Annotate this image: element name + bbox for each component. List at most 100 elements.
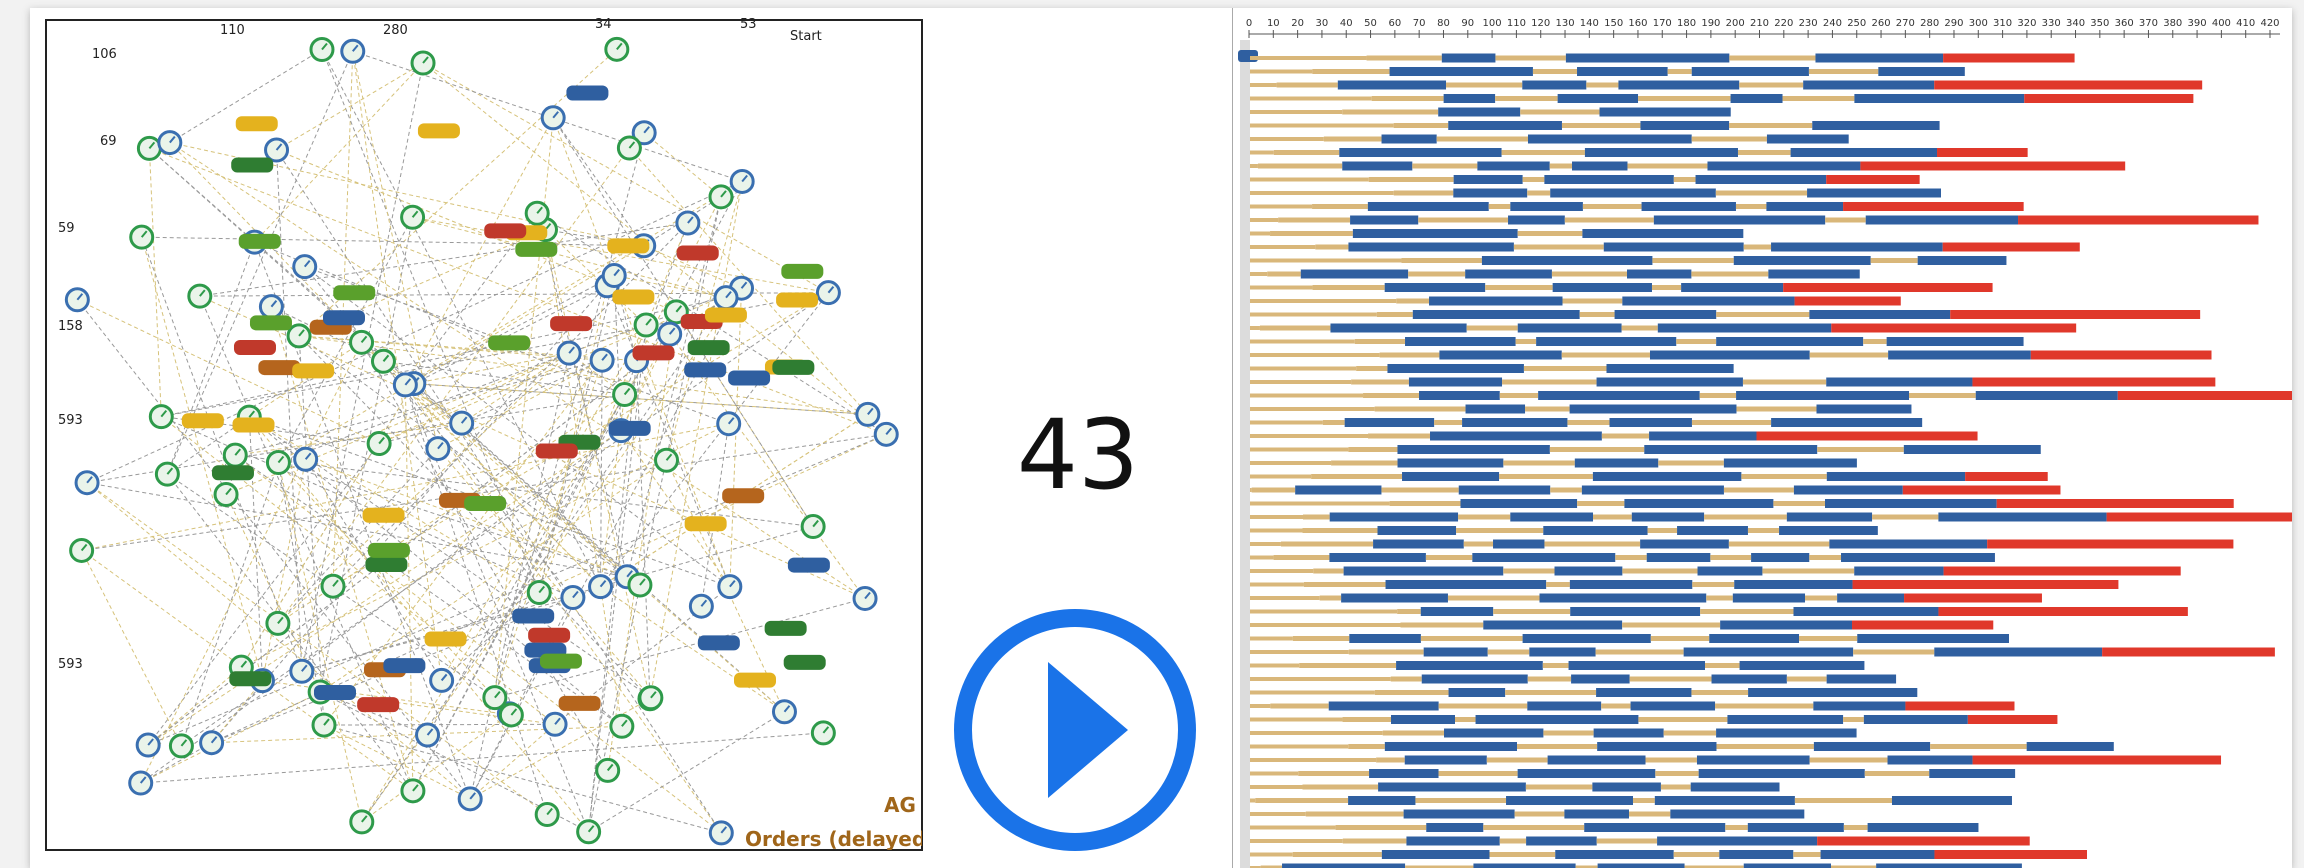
travel-bar (1278, 218, 1350, 223)
service-bar (1709, 634, 1799, 643)
play-button[interactable] (963, 618, 1187, 842)
service-bar (1598, 864, 1685, 868)
idle-bar (1250, 326, 1260, 330)
idle-bar (1250, 461, 1331, 465)
service-bar (1448, 121, 1562, 130)
travel-bar (1418, 218, 1508, 223)
idle-bar (1250, 394, 1363, 398)
delay-bar (1795, 297, 1901, 306)
travel-bar (1567, 420, 1609, 425)
time-tick-label: 200 (1726, 18, 1745, 29)
travel-bar (1380, 353, 1440, 358)
travel-bar (1652, 258, 1733, 263)
service-bar (1510, 513, 1593, 522)
service-bar (1406, 837, 1499, 846)
travel-bar (1306, 812, 1404, 817)
travel-bar (1550, 164, 1572, 169)
delay-bar (1860, 162, 2125, 171)
travel-bar (1700, 609, 1793, 614)
travel-bar (1252, 488, 1296, 493)
time-tick-label: 180 (1677, 18, 1696, 29)
travel-bar (1520, 110, 1599, 115)
service-bar (1439, 351, 1561, 360)
idle-bar (1250, 677, 1391, 681)
service-bar (1692, 67, 1809, 76)
travel-bar (1304, 582, 1386, 587)
service-bar (1391, 715, 1455, 724)
travel-bar (1372, 96, 1444, 101)
travel-bar (1629, 812, 1670, 817)
delay-bar (1843, 202, 2024, 211)
travel-bar (1716, 312, 1809, 317)
idle-bar (1250, 380, 1351, 384)
service-bar (1727, 715, 1843, 724)
service-bar (1929, 769, 2015, 778)
time-tick-label: 320 (2017, 18, 2036, 29)
service-bar (1543, 526, 1647, 535)
travel-bar (1872, 515, 1938, 520)
service-bar (1382, 850, 1490, 859)
travel-bar (1787, 677, 1827, 682)
travel-bar (1565, 218, 1654, 223)
service-bar (1338, 81, 1446, 90)
travel-bar (1342, 110, 1438, 115)
service-bar (1817, 405, 1912, 414)
travel-bar (1871, 258, 1918, 263)
travel-bar (1817, 447, 1904, 452)
travel-bar (1805, 596, 1837, 601)
idle-bar (1250, 353, 1380, 357)
time-tick-label: 70 (1413, 18, 1426, 29)
delay-bar (2107, 513, 2304, 522)
idle-bar (1250, 691, 1375, 695)
node-label: 59 (58, 221, 75, 236)
service-bar (1476, 715, 1639, 724)
service-bar (1398, 459, 1504, 468)
service-bar (1373, 540, 1464, 549)
service-bar (2027, 742, 2114, 751)
idle-bar (1250, 853, 1293, 857)
travel-bar (1736, 204, 1766, 209)
travel-bar (1485, 285, 1552, 290)
travel-bar (1586, 83, 1618, 88)
service-bar (1794, 486, 1903, 495)
idle-bar (1250, 70, 1312, 74)
service-bar (1564, 810, 1629, 819)
travel-bar (1552, 272, 1627, 277)
travel-bar (1503, 461, 1574, 466)
idle-bar (1250, 245, 1315, 249)
service-bar (1812, 121, 1939, 130)
service-bar (1405, 756, 1487, 765)
travel-bar (1298, 771, 1369, 776)
gantt-row-axis (1240, 40, 1250, 868)
service-bar (1404, 810, 1515, 819)
travel-bar (1500, 393, 1538, 398)
service-bar (1527, 702, 1601, 711)
vehicle (488, 335, 530, 350)
service-bar (1829, 540, 1987, 549)
idle-bar (1250, 542, 1281, 546)
vehicle (609, 421, 651, 436)
delay-bar (1903, 486, 2061, 495)
travel-bar (1658, 461, 1724, 466)
idle-bar (1250, 448, 1348, 452)
service-bar (1438, 108, 1520, 117)
time-tick-label: 250 (1847, 18, 1866, 29)
service-bar (1826, 378, 1972, 387)
travel-bar (1692, 582, 1734, 587)
service-bar (1716, 337, 1863, 346)
delay-bar (1972, 378, 2215, 387)
idle-bar (1250, 650, 1349, 654)
idle-bar (1250, 610, 1397, 614)
travel-bar (1320, 596, 1341, 601)
delay-bar (1997, 499, 2234, 508)
time-tick-label: 0 (1246, 18, 1252, 29)
vehicle (484, 223, 526, 238)
service-bar (1699, 769, 1865, 778)
service-bar (1813, 702, 1905, 711)
service-bar (1570, 607, 1700, 616)
service-bar (1748, 688, 1917, 697)
travel-bar (1437, 137, 1528, 142)
travel-bar (1351, 380, 1409, 385)
travel-bar (1646, 758, 1697, 763)
time-tick-label: 340 (2066, 18, 2085, 29)
